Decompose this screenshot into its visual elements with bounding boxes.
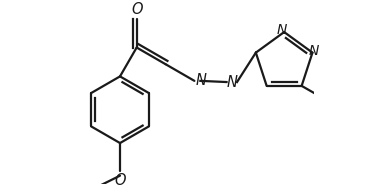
Text: N: N — [308, 44, 319, 58]
Text: N: N — [277, 23, 287, 37]
Text: O: O — [114, 173, 126, 188]
Text: O: O — [131, 2, 142, 17]
Text: N: N — [196, 73, 207, 88]
Text: N: N — [226, 74, 237, 89]
